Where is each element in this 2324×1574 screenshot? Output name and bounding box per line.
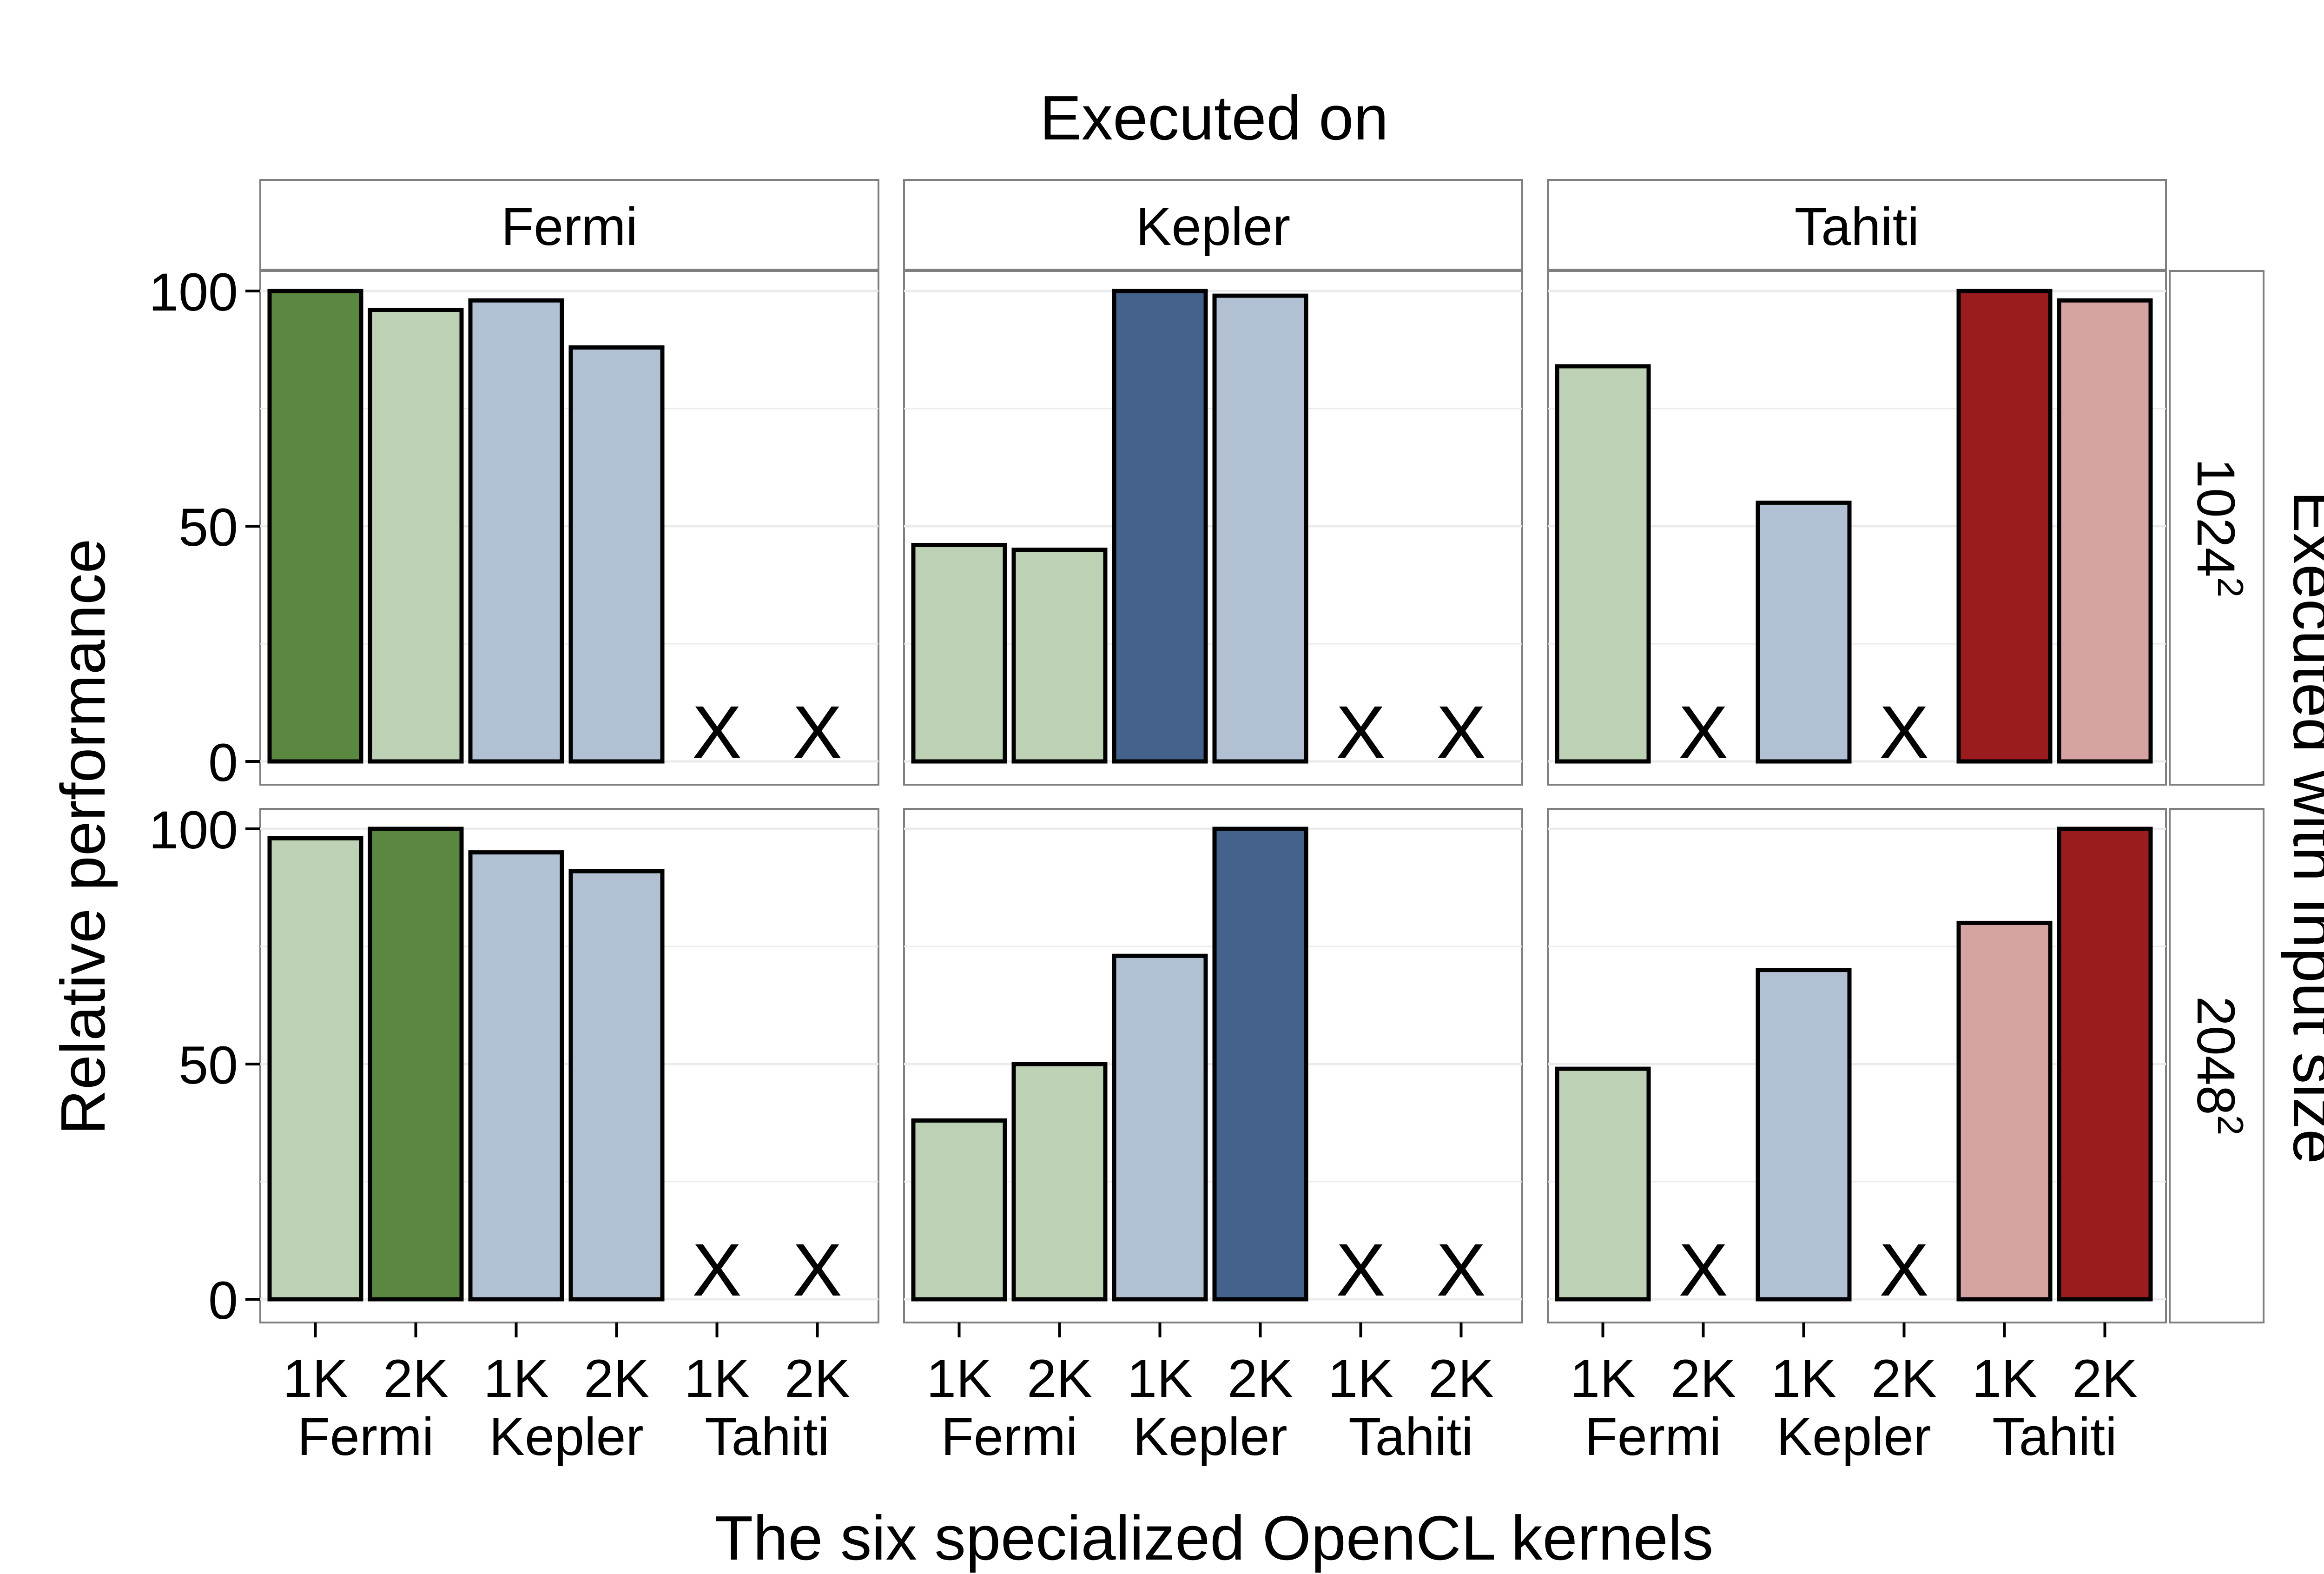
right-axis-title: Executed with input size (2280, 491, 2324, 1164)
x-tick-label-group: Kepler (489, 1407, 643, 1467)
bar-1k-kepler (1756, 968, 1852, 1302)
x-tick-label-size: 1K (1328, 1349, 1393, 1409)
strip-kepler (903, 179, 1523, 271)
x-tick-label-group: Fermi (1585, 1407, 1722, 1467)
x-tick-label-size: 2K (1871, 1349, 1937, 1409)
bar-2k-fermi (1011, 1062, 1108, 1302)
bar-1k-fermi (911, 542, 1007, 764)
strip-label-input-2048: 20482 (2186, 996, 2251, 1135)
x-tick-label-size: 2K (785, 1349, 850, 1409)
missing-marker: X (792, 1228, 842, 1311)
x-tick-label-group: Tahiti (1348, 1407, 1473, 1467)
strip-label-fermi: Fermi (501, 197, 638, 257)
bar-1k-kepler (1112, 953, 1208, 1302)
x-tick-label-size: 2K (584, 1349, 649, 1409)
x-tick-label-size: 1K (1972, 1349, 2037, 1409)
missing-marker: X (1678, 690, 1728, 774)
x-tick-label-size: 2K (1670, 1349, 1736, 1409)
strip-input-2048 (2169, 808, 2265, 1323)
bar-1k-kepler (468, 298, 564, 764)
missing-marker: X (1336, 1228, 1386, 1311)
x-tick-label-size: 2K (1228, 1349, 1293, 1409)
missing-marker: X (1436, 690, 1486, 774)
missing-marker: X (1879, 690, 1929, 774)
x-tick-label-group: Tahiti (1992, 1407, 2117, 1467)
x-tick-label-size: 2K (1428, 1349, 1494, 1409)
bar-2k-tahiti (2057, 298, 2153, 764)
x-tick-label-size: 2K (1027, 1349, 1092, 1409)
missing-marker: X (692, 690, 742, 774)
panel-fermi-1024: X X 0 50 100 (149, 263, 879, 793)
y-tick-label: 0 (208, 1271, 238, 1330)
bar-1k-fermi (911, 1118, 1007, 1302)
missing-marker: X (792, 690, 842, 774)
x-tick-label-size: 1K (1771, 1349, 1836, 1409)
bar-1k-kepler (468, 850, 564, 1302)
missing-marker: X (1436, 1228, 1486, 1311)
bar-2k-fermi (368, 827, 464, 1302)
strip-label-kepler: Kepler (1136, 197, 1290, 257)
strip-label-input-1024: 10242 (2186, 458, 2251, 597)
bar-1k-tahiti (1956, 920, 2053, 1302)
bar-2k-tahiti (2057, 827, 2153, 1302)
x-tick-label-size: 2K (2072, 1349, 2138, 1409)
bar-2k-fermi (1011, 548, 1108, 764)
bar-2k-fermi (368, 307, 464, 764)
x-tick-label-group: Fermi (941, 1407, 1078, 1467)
x-tick-label-size: 1K (1127, 1349, 1193, 1409)
missing-marker: X (1879, 1228, 1929, 1311)
x-tick-label-size: 1K (684, 1349, 750, 1409)
bar-2k-kepler (568, 869, 665, 1302)
missing-marker: X (1678, 1228, 1728, 1311)
x-tick-label-group: Fermi (297, 1407, 434, 1467)
y-tick-label: 100 (149, 263, 238, 322)
strip-fermi (259, 179, 879, 271)
strip-label-tahiti: Tahiti (1795, 197, 1919, 257)
y-tick-label: 50 (178, 1036, 238, 1095)
bar-1k-kepler (1756, 500, 1852, 764)
bar-1k-fermi (1555, 364, 1651, 764)
missing-marker: X (692, 1228, 742, 1311)
x-tick-label-size: 1K (1570, 1349, 1636, 1409)
top-title: Executed on (1040, 83, 1389, 153)
x-tick-label-size: 1K (283, 1349, 348, 1409)
x-tick-label-size: 2K (383, 1349, 449, 1409)
bar-2k-kepler (568, 345, 665, 764)
y-tick-label: 0 (208, 733, 238, 793)
y-tick-label: 50 (178, 498, 238, 557)
x-tick-label-group: Tahiti (705, 1407, 829, 1467)
x-tick-label-size: 1K (483, 1349, 549, 1409)
x-tick-label-group: Kepler (1776, 1407, 1931, 1467)
strip-tahiti (1547, 179, 2167, 271)
bar-1k-kepler (1112, 289, 1208, 764)
y-axis-title: Relative performance (48, 538, 118, 1135)
x-tick-label-group: Kepler (1133, 1407, 1287, 1467)
bar-1k-fermi (267, 289, 363, 764)
bar-2k-kepler (1212, 293, 1308, 764)
bar-1k-tahiti (1956, 289, 2053, 764)
bar-2k-kepler (1212, 827, 1308, 1302)
x-tick-label-size: 1K (926, 1349, 992, 1409)
missing-marker: X (1336, 690, 1386, 774)
bar-1k-fermi (1555, 1066, 1651, 1302)
strip-input-1024 (2169, 270, 2265, 786)
x-axis-title: The six specialized OpenCL kernels (715, 1503, 1714, 1573)
y-tick-label: 100 (149, 800, 238, 860)
bar-1k-fermi (267, 836, 363, 1302)
